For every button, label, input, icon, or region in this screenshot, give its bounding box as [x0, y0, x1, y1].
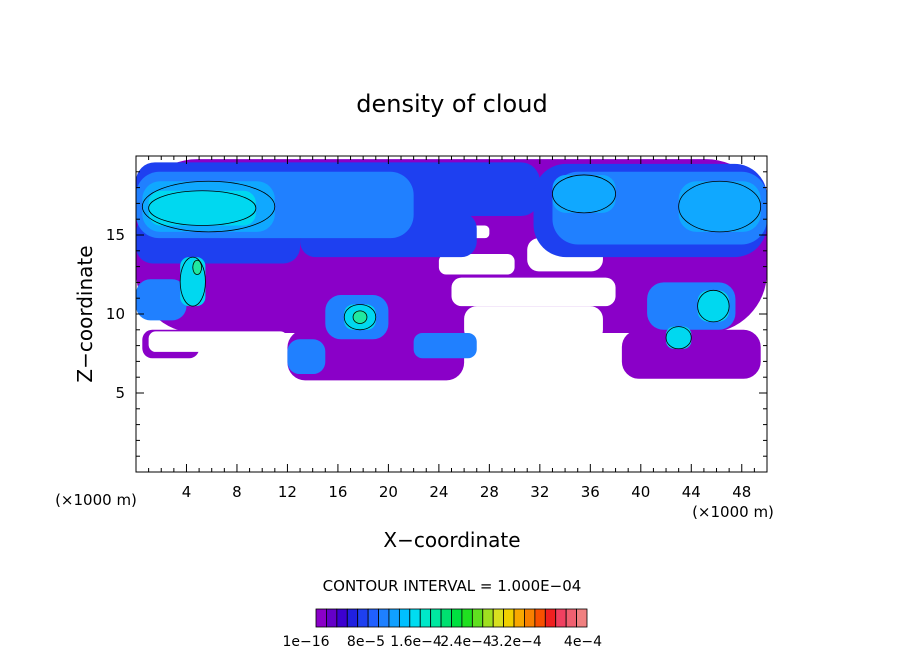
x-tick-label: 20: [379, 483, 398, 501]
x-tick-label: 4: [182, 483, 192, 501]
x-tick-label: 24: [429, 483, 448, 501]
field-region-level-3: [136, 279, 187, 321]
colorbar-swatch: [513, 608, 525, 628]
colorbar-swatch: [461, 608, 473, 628]
field-region-level-0: [501, 342, 616, 381]
field-region-level-5: [666, 326, 692, 349]
contour-lines: [141, 174, 762, 350]
y-tick-label: 5: [115, 384, 125, 402]
x-tick-label: 48: [732, 483, 751, 501]
y-axis-label: Z−coordinate: [73, 245, 97, 382]
x-tick-label: 40: [631, 483, 650, 501]
x-tick-label: 36: [581, 483, 600, 501]
field-region-level-5: [697, 290, 730, 322]
colorbar-swatch: [471, 608, 484, 628]
colorbar-swatch: [367, 608, 379, 628]
x-tick-label: 44: [682, 483, 701, 501]
colorbar-swatch: [524, 608, 536, 628]
colorbar-swatch: [440, 608, 452, 628]
colorbar-swatch: [492, 608, 505, 628]
colorbar-swatch: [315, 608, 327, 628]
colorbar-label: 1e−16: [282, 634, 329, 650]
colorbar-label: 4e−4: [564, 634, 602, 650]
x-tick-label: 28: [480, 483, 499, 501]
contour-line: [179, 256, 206, 307]
cloud-density-field: [136, 159, 767, 381]
field-region-level-0: [464, 306, 603, 343]
y-tick-label: 10: [106, 305, 125, 323]
field-region-level-5: [148, 190, 256, 226]
colorbar-swatch: [357, 608, 369, 628]
field-region-level-6: [192, 260, 202, 275]
colorbar-label: 3.2e−4: [490, 634, 542, 650]
contour-line: [343, 304, 377, 331]
x-unit-right: (×1000 m): [692, 503, 774, 521]
colorbar-swatch: [482, 608, 494, 628]
contour-line: [148, 190, 257, 226]
colorbar-label: 8e−5: [347, 634, 385, 650]
colorbar-swatch: [388, 608, 400, 628]
contour-interval-label: CONTOUR INTERVAL = 1.000E−04: [323, 577, 582, 595]
x-tick-label: 32: [530, 483, 549, 501]
colorbar-swatch: [565, 608, 577, 628]
colorbar-label: 2.4e−4: [440, 634, 492, 650]
colorbar-swatch: [346, 608, 359, 628]
colorbar-swatch: [451, 608, 463, 628]
field-region-level-3: [287, 339, 326, 375]
colorbar-swatch: [378, 608, 390, 628]
field-region-level-0: [148, 331, 288, 352]
chart-title: density of cloud: [356, 90, 547, 118]
x-tick-label: 12: [278, 483, 297, 501]
x-axis-label: X−coordinate: [383, 528, 520, 552]
field-region-level-6: [353, 310, 367, 324]
contour-line: [665, 326, 692, 350]
contour-line: [678, 180, 762, 233]
field-region-level-1: [621, 329, 761, 379]
contour-line: [352, 310, 368, 324]
colorbar-swatch: [409, 608, 421, 628]
contour-line: [192, 259, 203, 275]
contour-line: [697, 289, 730, 323]
x-tick-label: 8: [232, 483, 242, 501]
contour-line: [552, 174, 616, 214]
colorbar-swatch: [419, 608, 432, 628]
field-region-level-3: [413, 332, 477, 359]
contour-line: [141, 180, 276, 233]
colorbar: 1e−16 8e−5 1.6e−42.4e−43.2e−4 4e−4: [282, 608, 602, 650]
field-region-level-0: [438, 253, 515, 275]
colorbar-swatch: [576, 608, 588, 628]
colorbar-swatch: [503, 608, 515, 628]
colorbar-swatch: [430, 608, 442, 628]
colorbar-swatch: [544, 608, 557, 628]
colorbar-label: 1.6e−4: [390, 634, 442, 650]
colorbar-swatch: [555, 608, 567, 628]
field-region-level-0: [451, 277, 616, 307]
colorbar-swatch: [336, 608, 348, 628]
colorbar-swatch: [398, 608, 411, 628]
colorbar-swatch: [534, 608, 546, 628]
x-tick-label: 16: [328, 483, 347, 501]
y-tick-label: 15: [106, 226, 125, 244]
field-region-level-4: [552, 174, 616, 213]
x-unit-left: (×1000 m): [55, 491, 137, 509]
field-region-level-4: [678, 181, 761, 232]
colorbar-swatch: [326, 608, 338, 628]
